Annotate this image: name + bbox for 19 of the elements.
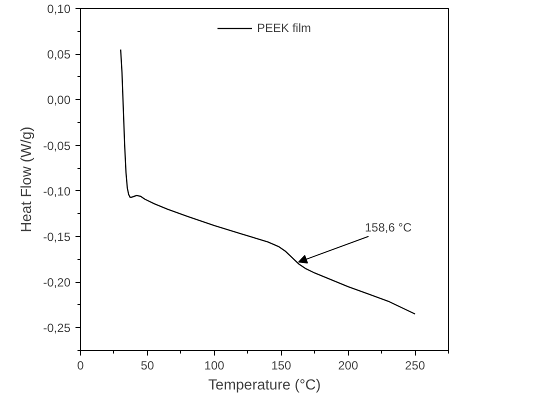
annotation: 158,6 °C [364, 220, 412, 235]
x-tick-label: 200 [338, 358, 358, 372]
y-tick-label: 0,10 [47, 2, 71, 16]
x-tick-label: 50 [140, 358, 154, 372]
y-axis-title: Heat Flow (W/g) [19, 126, 36, 232]
y-tick-label: -0,10 [43, 184, 71, 198]
y-tick-label: 0,05 [47, 48, 71, 62]
line-series [120, 48, 416, 315]
legend-label: PEEK film [256, 21, 312, 35]
x-tick-label: 0 [77, 358, 84, 372]
x-tick-label: 150 [271, 358, 292, 372]
y-tick-label: -0,25 [43, 321, 71, 336]
x-tick-label: 100 [204, 358, 225, 372]
y-tick-label: -0,20 [43, 276, 71, 290]
x-tick-label: 250 [405, 358, 426, 372]
y-tick-label: 0,00 [47, 93, 71, 108]
y-tick-label: -0,15 [43, 230, 71, 244]
x-axis-title: Temperature (°C) [208, 378, 321, 394]
y-tick-label: -0,05 [43, 138, 71, 153]
